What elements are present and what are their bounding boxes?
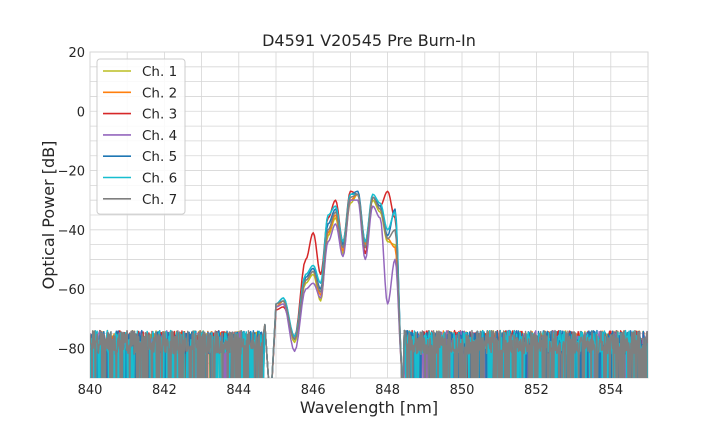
legend-label: Ch. 2 bbox=[142, 85, 177, 101]
y-tick-label: −40 bbox=[58, 224, 85, 239]
x-tick-label: 852 bbox=[524, 383, 549, 398]
x-tick-label: 850 bbox=[450, 383, 475, 398]
legend-label: Ch. 1 bbox=[142, 64, 177, 80]
legend-label: Ch. 6 bbox=[142, 171, 177, 187]
y-tick-label: −20 bbox=[58, 165, 85, 180]
series-line-7 bbox=[90, 193, 648, 378]
y-tick-label: −60 bbox=[58, 283, 85, 298]
legend-label: Ch. 3 bbox=[142, 107, 177, 123]
x-axis-label: Wavelength [nm] bbox=[300, 398, 438, 417]
y-tick-label: −80 bbox=[58, 342, 85, 357]
x-tick-label: 846 bbox=[301, 383, 326, 398]
legend-label: Ch. 5 bbox=[142, 149, 177, 165]
x-tick-label: 848 bbox=[375, 383, 400, 398]
legend-label: Ch. 4 bbox=[142, 128, 177, 144]
legend-label: Ch. 7 bbox=[142, 192, 177, 208]
x-tick-label: 840 bbox=[78, 383, 103, 398]
y-tick-label: 20 bbox=[68, 46, 85, 61]
x-tick-label: 854 bbox=[598, 383, 623, 398]
chart-title: D4591 V20545 Pre Burn-In bbox=[262, 31, 476, 50]
x-tick-label: 844 bbox=[226, 383, 251, 398]
y-tick-labels: 20 0 −20 −40 −60 −80 bbox=[58, 46, 85, 357]
series-layer bbox=[90, 190, 648, 378]
y-axis-label: Optical Power [dB] bbox=[39, 141, 58, 290]
x-tick-labels: 840 842 844 846 848 850 852 854 bbox=[78, 383, 624, 398]
y-tick-label: 0 bbox=[77, 105, 85, 120]
series-line-6 bbox=[90, 193, 648, 378]
legend-box bbox=[96, 58, 186, 215]
legend: Ch. 1 Ch. 2 Ch. 3 Ch. 4 Ch. 5 Ch. 6 Ch. 7 bbox=[96, 58, 186, 215]
x-tick-label: 842 bbox=[152, 383, 177, 398]
plot-frame bbox=[89, 51, 649, 379]
